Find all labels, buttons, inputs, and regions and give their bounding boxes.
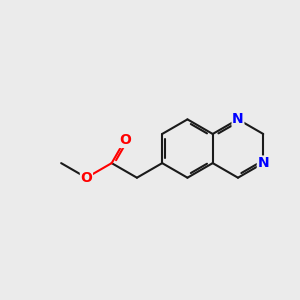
Text: N: N bbox=[232, 112, 244, 126]
Text: O: O bbox=[80, 171, 92, 185]
Text: N: N bbox=[257, 156, 269, 170]
Text: O: O bbox=[119, 134, 131, 147]
